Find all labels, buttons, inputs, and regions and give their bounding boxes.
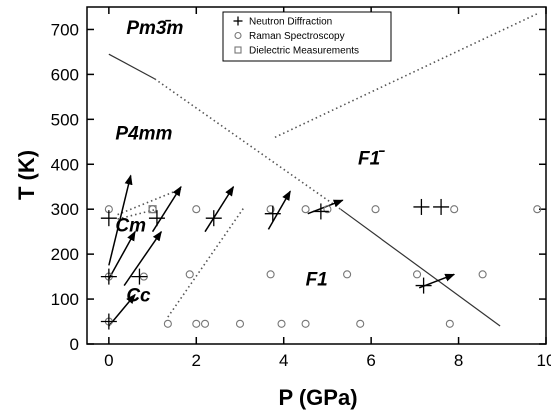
y-tick-label-6: 600 [51,65,79,84]
legend-label-2: Dielectric Measurements [249,46,359,57]
transition-arrow-2 [123,230,162,287]
circle-point-9 [371,205,380,214]
plus-point-3 [100,210,117,227]
circle-point-17 [301,319,310,328]
circle-point-18 [356,319,365,328]
circle-point-10 [450,205,459,214]
y-tick-label-4: 400 [51,155,79,174]
plus-point-6 [264,205,281,222]
circle-point-4 [148,205,157,214]
boundaries-layer [108,13,538,327]
plus-point-1 [100,268,117,285]
phase-label-4: Cc [126,285,151,306]
circle-point-6 [266,205,275,214]
circle-point-14 [200,319,210,328]
legend: Neutron Diffraction Raman Spectroscopy Die… [222,11,392,62]
legend-marker-2 [234,46,242,54]
legend-label-0: Neutron Diffraction [249,17,332,28]
phase-labels-layer: Pm3̄m P4mm F1̄ Cm Cc F1 [115,18,385,306]
circle-point-13 [192,319,201,328]
phase-label-1: P4mm [115,124,172,145]
x-tick-label-3: 6 [366,351,375,370]
plot-area [86,6,547,345]
y-tick-label-2: 200 [51,245,79,264]
phase-boundary-3 [274,13,538,139]
legend-marker-0 [233,16,243,26]
plus-point-8 [413,198,430,215]
plus-point-9 [433,198,450,215]
phase-boundary-1 [154,78,342,210]
y-tick-label-3: 300 [51,200,79,219]
plus-point-4 [148,210,165,227]
phase-label-0: Pm3̄m [126,18,183,39]
phase-boundary-2 [340,208,501,327]
x-tick-label-5: 10 [537,351,551,370]
arrows-layer [108,174,456,327]
legend-box [222,11,392,62]
circle-point-7 [301,205,310,214]
y-tick-label-7: 700 [51,20,79,39]
circle-point-11 [533,205,542,214]
y-tick-label-5: 500 [51,110,79,129]
transition-arrow-6 [267,190,291,230]
circle-point-19 [445,319,454,328]
transition-arrow-0 [108,293,136,327]
x-axis-title: P (GPa) [278,385,357,410]
circle-point-5 [192,205,201,214]
circle-point-23 [412,270,422,279]
circle-point-15 [235,319,245,328]
phase-boundary-0 [108,53,156,80]
plus-point-5 [205,210,222,227]
y-tick-label-0: 0 [70,335,79,354]
plus-point-10 [415,277,432,294]
circle-point-20 [185,270,194,279]
circle-point-21 [266,270,275,279]
phase-label-2: F1̄ [358,148,385,169]
circle-point-8 [323,205,332,214]
phase-label-3: Cm [115,216,146,237]
legend-marker-1 [234,31,242,40]
transition-arrow-5 [204,185,235,233]
x-tick-label-2: 4 [279,351,288,370]
phase-label-5: F1 [306,270,328,291]
plus-point-2 [131,268,148,285]
legend-label-1: Raman Spectroscopy [249,31,345,42]
transition-arrow-3 [108,174,133,266]
transition-arrow-1 [108,230,136,280]
x-tick-label-4: 8 [454,351,463,370]
x-tick-label-0: 0 [104,351,113,370]
y-tick-label-1: 100 [51,290,79,309]
circle-point-16 [277,319,286,328]
y-axis-title: T (K) [14,150,39,200]
x-tick-label-1: 2 [192,351,201,370]
circle-point-12 [163,319,172,328]
plus-point-0 [100,313,117,330]
circle-point-24 [478,270,487,279]
circle-point-22 [343,270,352,279]
points-layer [100,198,542,330]
plus-point-7 [312,203,329,220]
